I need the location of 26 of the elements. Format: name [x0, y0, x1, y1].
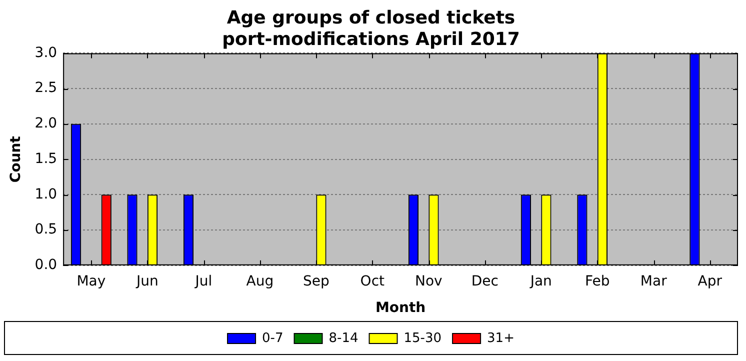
- y-tick-label: 1.5: [34, 150, 58, 167]
- y-tick-label: 0.5: [34, 222, 58, 238]
- x-tick-label: Aug: [246, 273, 274, 290]
- x-tick-label: Nov: [414, 273, 442, 290]
- x-tick-label: Mar: [640, 273, 668, 290]
- y-tick-label: 1.0: [34, 186, 58, 202]
- x-tick-label: Oct: [360, 273, 386, 290]
- y-tick-label: 3.0: [34, 44, 58, 61]
- x-tick-label: Jun: [135, 273, 158, 290]
- x-tick-label: May: [76, 273, 106, 290]
- x-tick-label: Sep: [302, 273, 330, 290]
- y-tick-label: 2.5: [34, 80, 58, 96]
- x-tick-label: Dec: [471, 273, 498, 290]
- legend-label: 15-30: [404, 330, 442, 346]
- y-tick-label: 2.0: [34, 116, 58, 132]
- x-tick-label: Apr: [698, 273, 722, 290]
- x-tick-label: Feb: [584, 273, 610, 290]
- x-axis-title: Month: [375, 300, 426, 316]
- legend-label: 8-14: [328, 330, 358, 346]
- x-tick-label: Jul: [194, 273, 212, 290]
- y-tick-label: 0.0: [34, 257, 58, 274]
- y-axis-title: Count: [8, 136, 24, 183]
- chart-title: Age groups of closed tickets port-modifications April 2017: [222, 7, 520, 50]
- legend-label: 31+: [487, 330, 514, 346]
- x-tick-label: Jan: [529, 273, 552, 290]
- legend-label: 0-7: [262, 330, 284, 346]
